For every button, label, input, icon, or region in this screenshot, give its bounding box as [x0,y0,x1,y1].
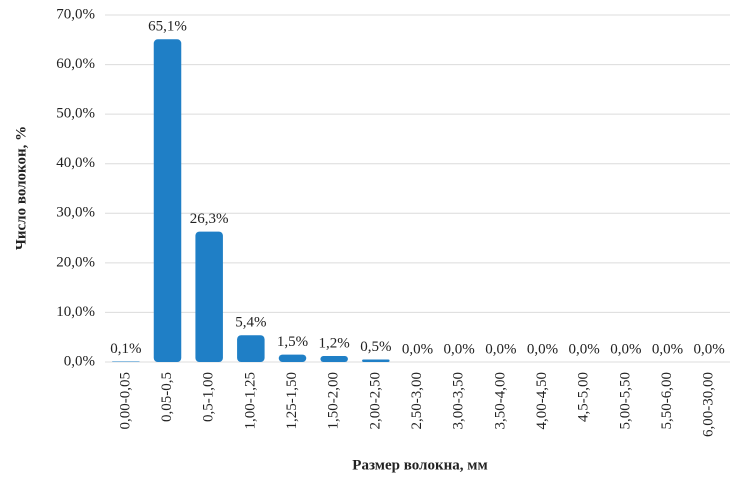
value-label: 5,4% [235,315,266,331]
x-tick-label: 4,00-4,50 [534,372,550,430]
value-label: 0,0% [569,341,600,357]
x-tick-label: 3,00-3,50 [451,372,467,430]
x-tick-label: 3,50-4,00 [492,372,508,430]
x-tick-label: 5,50-6,00 [659,372,675,430]
y-tick-label: 70,0% [56,6,95,22]
x-axis-title: Размер волокна, мм [352,457,487,473]
y-axis-title: Число волокон, % [13,126,29,250]
value-label: 26,3% [190,211,229,227]
x-tick-label: 0,05-0,5 [159,372,175,422]
value-label: 0,1% [110,341,141,357]
y-tick-label: 30,0% [56,205,95,221]
bar [195,231,223,362]
value-label: 1,2% [319,335,350,351]
value-label: 0,0% [610,341,641,357]
x-tick-label: 5,00-5,50 [617,372,633,430]
x-tick-label: 0,00-0,05 [117,372,133,430]
value-label: 0,0% [527,341,558,357]
value-label: 0,0% [485,341,516,357]
value-label: 0,0% [402,341,433,357]
x-tick-label: 6,00-30,00 [701,372,717,437]
bar [278,354,307,362]
value-label: 0,0% [444,341,475,357]
y-tick-label: 40,0% [56,155,95,171]
y-tick-label: 50,0% [56,106,95,122]
x-tick-label: 4,5-5,00 [576,372,592,422]
x-tick-label: 2,00-2,50 [367,372,383,430]
bar [320,356,348,362]
value-label: 1,5% [277,334,308,350]
bar [362,359,390,362]
x-tick-label: 0,5-1,00 [201,372,217,422]
value-label: 65,1% [148,19,187,35]
y-tick-label: 10,0% [56,304,95,320]
x-tick-label: 1,00-1,25 [242,372,258,430]
x-tick-label: 2,50-3,00 [409,372,425,430]
y-tick-label: 20,0% [56,254,95,270]
value-label: 0,5% [360,339,391,355]
value-label: 0,0% [694,341,725,357]
y-tick-label: 0,0% [64,353,95,369]
x-tick-label: 1,50-2,00 [326,372,342,430]
value-label: 0,0% [652,341,683,357]
bar [237,335,265,362]
x-tick-label: 1,25-1,50 [284,372,300,430]
y-tick-label: 60,0% [56,56,95,72]
bar [153,39,182,362]
